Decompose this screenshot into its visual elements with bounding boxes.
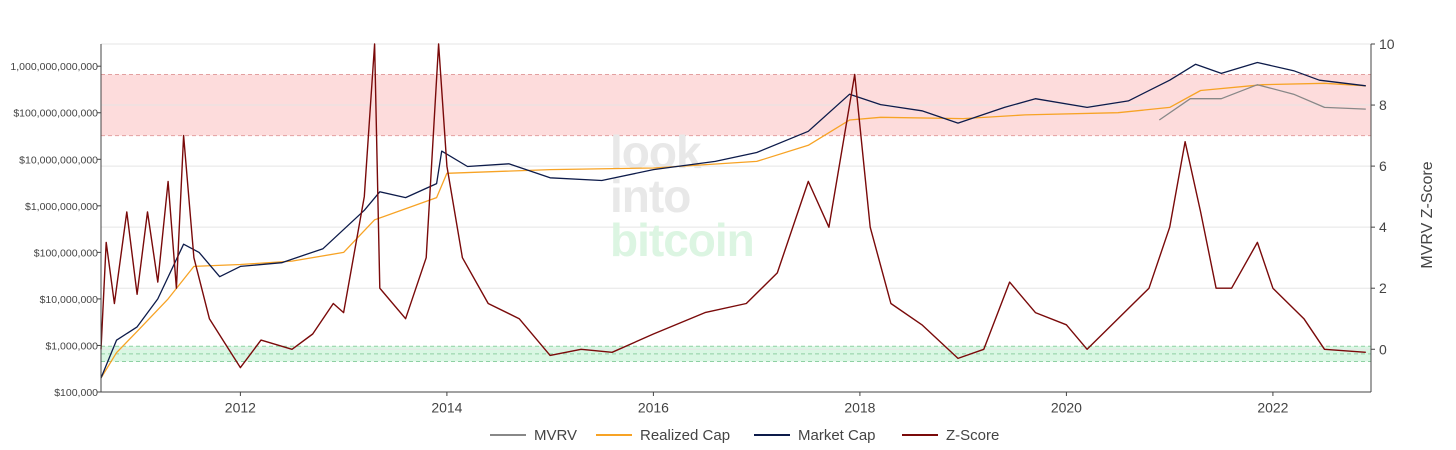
legend-item-market-cap[interactable]: Market Cap: [754, 427, 876, 444]
left-tick-label: $100,000,000: [34, 247, 98, 259]
watermark-word: into: [610, 170, 690, 222]
series-lines: [100, 43, 1366, 379]
legend-label: Z-Score: [946, 427, 999, 444]
legend-item-realized-cap[interactable]: Realized Cap: [596, 427, 730, 444]
legend-label: MVRV: [534, 427, 577, 444]
right-tick-label: 0: [1379, 341, 1387, 357]
left-tick-label: $1,000,000,000: [25, 201, 98, 213]
x-tick-label: 2012: [225, 399, 256, 415]
right-tick-label: 2: [1379, 280, 1387, 296]
legend-item-mvrv[interactable]: MVRV: [490, 427, 577, 444]
legend-label: Market Cap: [798, 427, 876, 444]
right-tick-label: 4: [1379, 219, 1387, 235]
right-axis-title: MVRV Z-Score: [1419, 161, 1436, 268]
x-tick-label: 2022: [1257, 399, 1288, 415]
x-tick-label: 2020: [1051, 399, 1082, 415]
left-tick-label: $10,000,000: [40, 294, 99, 306]
right-tick-label: 6: [1379, 158, 1387, 174]
legend-label: Realized Cap: [640, 427, 730, 444]
right-tick-label: 10: [1379, 36, 1395, 52]
right-tick-label: 8: [1379, 97, 1387, 113]
x-axis-ticks: 2012 2014 2016 2018 2020 2022: [225, 392, 1289, 415]
x-tick-label: 2014: [431, 399, 462, 415]
left-tick-label: $100,000,000,000: [13, 108, 98, 120]
left-tick-label: $10,000,000,000: [19, 154, 98, 166]
left-tick-label: 1,000,000,000,000: [10, 61, 98, 73]
right-axis-ticks: 0 2 4 6 8 10: [1371, 36, 1395, 357]
left-tick-label: $1,000,000: [45, 340, 98, 352]
legend: MVRV Realized Cap Market Cap Z-Score: [490, 427, 999, 444]
watermark-word: bitcoin: [610, 214, 754, 266]
legend-item-z-score[interactable]: Z-Score: [902, 427, 999, 444]
left-axis-ticks: $100,000 $1,000,000 $10,000,000 $100,000,00…: [10, 61, 101, 399]
axes: [100, 44, 1372, 393]
series-mvrv: [1158, 84, 1366, 121]
x-tick-label: 2016: [638, 399, 669, 415]
x-tick-label: 2018: [844, 399, 875, 415]
grid-lines: [101, 43, 1371, 350]
left-tick-label: $100,000: [54, 387, 98, 399]
series-market-cap: [100, 61, 1366, 379]
series-z-score: [100, 43, 1366, 369]
band-low: [101, 346, 1371, 362]
series-realized-cap: [100, 82, 1366, 379]
